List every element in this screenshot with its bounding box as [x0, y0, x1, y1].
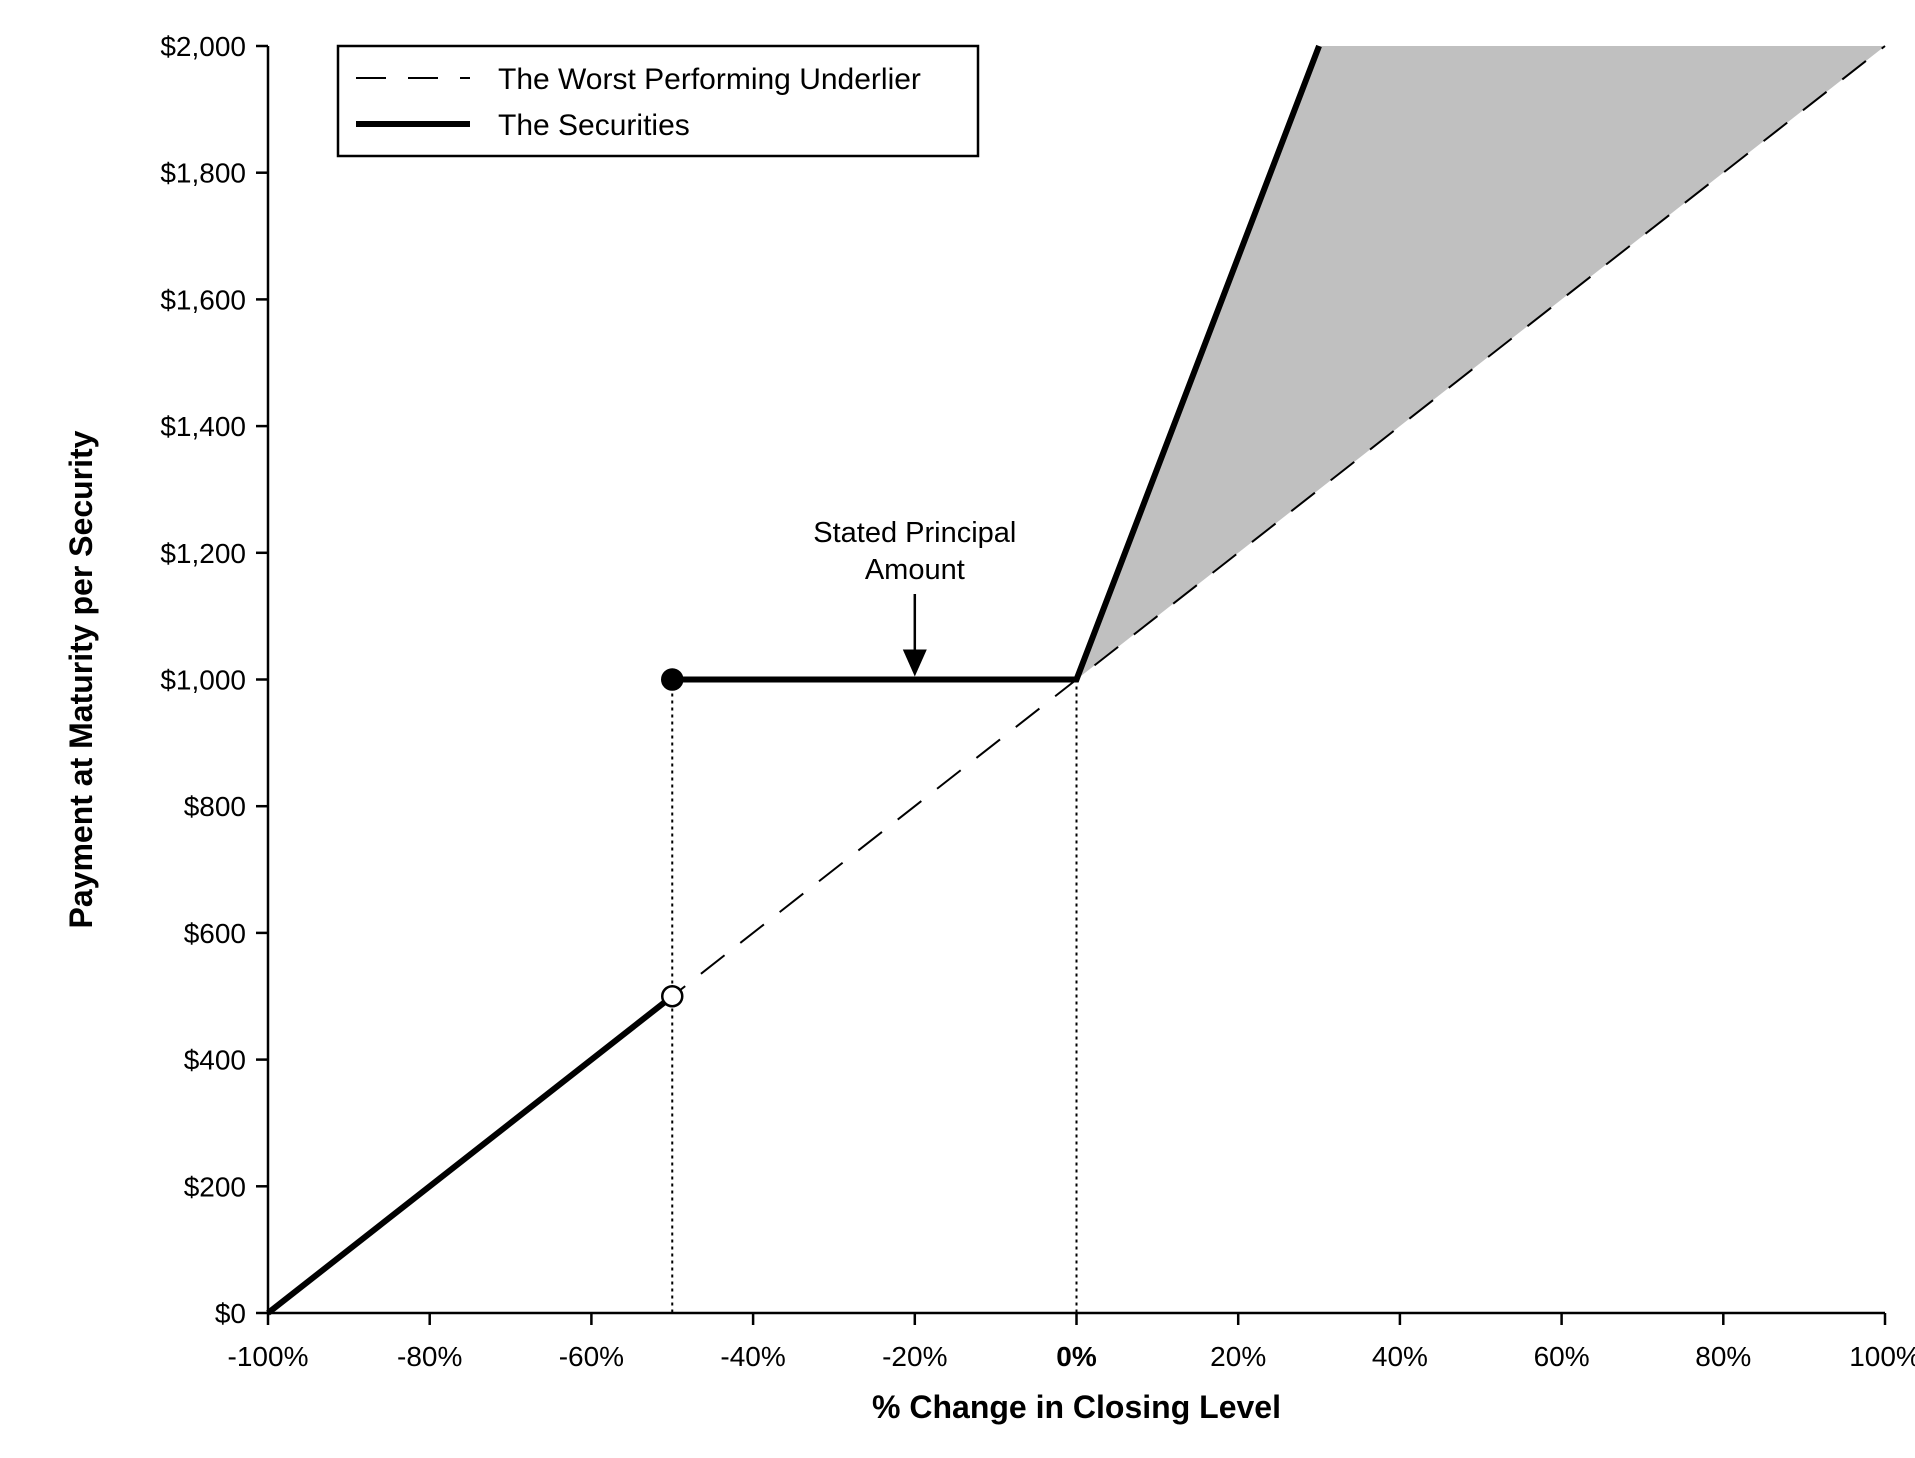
marker-filled	[661, 668, 684, 691]
legend-box	[336, 44, 980, 158]
x-tick-label: 0%	[1056, 1341, 1097, 1372]
plot-area: $0 $200 $400 $600 $800 $1,000 $1,200 $1,400 $1,6…	[63, 31, 1915, 1425]
y-tick-label: $400	[184, 1045, 246, 1076]
x-axis-title: % Change in Closing Level	[872, 1389, 1281, 1425]
legend-label-securities: The Securities	[498, 109, 690, 142]
series-line-securities-segment	[672, 44, 1322, 683]
x-tick-label: 40%	[1372, 1341, 1428, 1372]
y-tick-label: $1,800	[160, 158, 246, 189]
y-tick-label: $600	[184, 918, 246, 949]
x-tick-label: -20%	[882, 1341, 947, 1372]
x-tick-label: 20%	[1210, 1341, 1266, 1372]
x-tick-label: 80%	[1695, 1341, 1751, 1372]
shaded-upside-region	[1076, 46, 1885, 680]
y-tick-label: $1,000	[160, 665, 246, 696]
y-tick-label: $1,400	[160, 411, 246, 442]
marker-open	[661, 985, 684, 1008]
x-tick-label: -40%	[720, 1341, 785, 1372]
y-tick-label: $200	[184, 1171, 246, 1202]
x-tick-label: 100%	[1849, 1341, 1915, 1372]
y-tick-label: $1,600	[160, 284, 246, 315]
y-axis-title: Payment at Maturity per Security	[63, 430, 99, 928]
annotation-text: Amount	[865, 554, 965, 586]
legend-label-underlier: The Worst Performing Underlier	[498, 63, 921, 96]
x-tick-label: -100%	[228, 1341, 309, 1372]
annotation-text: Stated Principal	[813, 517, 1016, 549]
x-tick-label: 60%	[1534, 1341, 1590, 1372]
y-tick-label: $800	[184, 791, 246, 822]
annotation-arrow-head	[902, 649, 927, 677]
x-tick-label: -80%	[397, 1341, 462, 1372]
series-line-securities-segment	[266, 993, 675, 1316]
y-tick-label: $2,000	[160, 31, 246, 62]
x-tick-label: -60%	[559, 1341, 624, 1372]
y-tick-label: $1,200	[160, 538, 246, 569]
y-tick-label: $0	[215, 1298, 246, 1329]
